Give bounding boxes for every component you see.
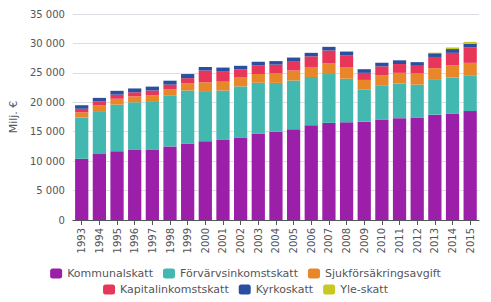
svg-text:30 000: 30 000	[30, 38, 65, 49]
svg-text:2008: 2008	[341, 228, 352, 253]
svg-text:2006: 2006	[306, 228, 317, 253]
svg-text:2001: 2001	[217, 228, 228, 253]
svg-text:1993: 1993	[76, 228, 87, 253]
svg-text:2004: 2004	[270, 228, 281, 253]
svg-text:2012: 2012	[412, 228, 423, 253]
svg-text:2011: 2011	[394, 228, 405, 253]
svg-text:Kapitalinkomstskatt: Kapitalinkomstskatt	[120, 283, 229, 296]
svg-text:Milj. €: Milj. €	[7, 101, 20, 134]
svg-text:2015: 2015	[465, 228, 476, 253]
svg-text:5 000: 5 000	[36, 185, 65, 196]
svg-text:Kyrkoskatt: Kyrkoskatt	[256, 283, 314, 296]
svg-text:Sjukförsäkringsavgift: Sjukförsäkringsavgift	[325, 267, 442, 280]
svg-text:2002: 2002	[235, 228, 246, 253]
svg-text:2007: 2007	[323, 228, 334, 253]
svg-text:1997: 1997	[147, 228, 158, 253]
svg-text:2000: 2000	[200, 228, 211, 253]
svg-text:2014: 2014	[447, 228, 458, 253]
svg-text:35 000: 35 000	[30, 9, 65, 20]
svg-text:Yle-skatt: Yle-skatt	[339, 283, 388, 296]
svg-text:1995: 1995	[112, 228, 123, 253]
svg-text:2003: 2003	[253, 228, 264, 253]
svg-text:15 000: 15 000	[30, 126, 65, 137]
svg-text:2010: 2010	[376, 228, 387, 253]
svg-text:1996: 1996	[129, 228, 140, 253]
svg-text:25 000: 25 000	[30, 67, 65, 78]
svg-text:2009: 2009	[359, 228, 370, 253]
svg-text:20 000: 20 000	[30, 97, 65, 108]
svg-text:Förvärvsinkomstskatt: Förvärvsinkomstskatt	[180, 267, 299, 280]
svg-text:Kommunalskatt: Kommunalskatt	[67, 267, 154, 280]
svg-text:1999: 1999	[182, 228, 193, 253]
svg-text:10 000: 10 000	[30, 156, 65, 167]
svg-text:1998: 1998	[165, 228, 176, 253]
svg-text:2013: 2013	[429, 228, 440, 253]
svg-text:2005: 2005	[288, 228, 299, 253]
svg-text:0: 0	[59, 215, 65, 226]
svg-text:1994: 1994	[94, 228, 105, 253]
